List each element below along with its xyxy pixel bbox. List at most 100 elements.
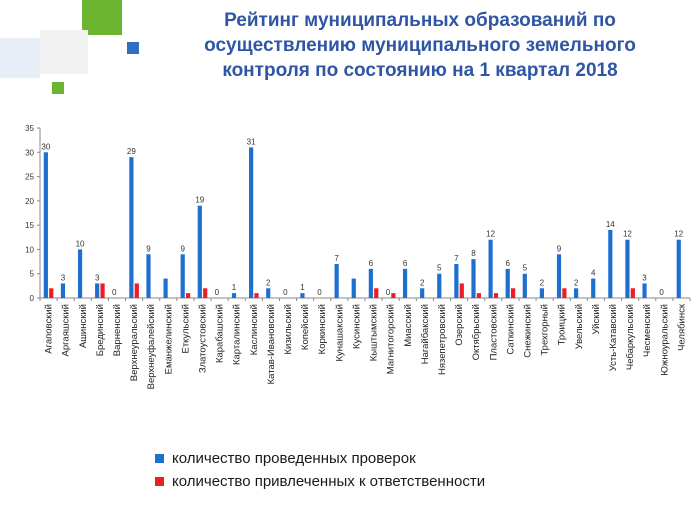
data-label-checks: 7 [334,254,339,263]
data-label-checks: 8 [471,249,476,258]
title-line-2: осуществлению муниципального земельного [204,35,636,56]
bar-checks [231,293,237,298]
bar-liable [476,293,481,298]
bar-checks [437,273,442,298]
category-label: Чебаркульский [625,304,636,370]
decor-square-green-large [82,0,122,35]
data-label-checks: 0 [386,288,391,297]
bar-checks [488,239,493,298]
bar-checks [625,239,630,298]
bar-checks [249,147,254,298]
bar-liable [493,293,499,298]
category-label: Карталинский [232,304,243,365]
y-tick-label: 15 [25,221,34,230]
data-label-checks: 0 [283,288,288,297]
legend-item-liable: количество привлеченных к ответственност… [155,470,655,492]
bar-checks [146,254,151,298]
bar-checks [266,288,271,298]
data-label-checks: 6 [369,259,374,268]
category-label: Варненский [112,304,123,356]
bar-liable [630,288,635,298]
category-label: Кыштымский [369,304,380,361]
legend-label-checks: количество проведенных проверок [172,449,416,467]
bar-checks [60,283,66,298]
legend-swatch-checks [155,453,164,463]
category-label: Еманжелинский [163,304,174,374]
data-label-checks: 3 [95,273,100,282]
title-line-1: Рейтинг муниципальных образований по [224,10,616,31]
category-label: Кунашакский [334,304,345,362]
data-label-checks: 3 [642,273,647,282]
category-label: Карабашский [215,304,226,363]
legend-swatch-liable [155,476,164,486]
category-label: Копейский [300,304,311,350]
bar-checks [197,205,202,298]
y-tick-label: 5 [30,270,35,279]
category-label: Пластовский [488,304,499,360]
y-tick-label: 0 [30,294,35,303]
data-label-checks: 2 [574,278,579,287]
bar-liable [459,283,464,298]
category-label: Златоустовский [198,304,209,373]
category-label: Октябрьский [471,304,482,360]
bar-checks [77,249,83,298]
bar-checks [43,152,48,298]
category-label: Кусинский [351,304,362,349]
legend-label-liable: количество привлеченных к ответственност… [172,472,486,490]
bar-checks [505,268,510,298]
bar-checks [454,264,459,298]
data-label-checks: 2 [540,278,545,287]
bar-checks [574,288,579,298]
bar-liable [134,283,139,298]
data-label-checks: 9 [557,244,562,253]
category-label: Миасский [403,304,414,347]
y-tick-label: 25 [25,173,34,182]
data-label-checks: 2 [266,278,271,287]
bar-checks [129,157,134,298]
bar-liable [391,293,396,298]
category-label: Трехгорный [540,304,551,356]
decor-square-grey-faded [40,30,88,74]
y-tick-label: 20 [25,197,34,206]
bar-liable [510,288,516,298]
category-label: Челябинск [676,303,687,351]
category-label: Еткульский [180,304,191,354]
category-label: Южноуральский [659,304,670,376]
data-label-checks: 12 [486,230,495,239]
data-label-checks: 9 [180,244,185,253]
data-label-checks: 6 [403,259,408,268]
bar-checks [334,264,339,298]
category-label: Брединский [95,304,106,356]
data-label-checks: 29 [127,147,136,156]
category-label: Магнитогорский [386,304,397,374]
data-label-checks: 12 [623,230,632,239]
bar-checks [522,273,527,298]
data-label-checks: 6 [505,259,510,268]
category-label: Троицкий [557,304,568,345]
data-label-checks: 0 [659,288,664,297]
data-label-checks: 9 [146,244,151,253]
data-label-checks: 14 [606,220,615,229]
legend-item-checks: количество проведенных проверок [155,447,655,469]
bar-checks [300,293,305,298]
bar-chart: 0510152025303530Агаповский3Аргаяшский10А… [25,124,691,389]
bar-checks [539,288,545,298]
bar-checks [591,278,596,298]
category-label: Саткинский [505,304,516,355]
category-label: Верхнеуральский [129,304,140,381]
data-label-checks: 7 [454,254,459,263]
data-label-checks: 19 [195,196,204,205]
category-label: Аргаяшский [61,304,72,356]
data-label-checks: 0 [317,288,322,297]
data-label-checks: 4 [591,269,596,278]
data-label-checks: 30 [41,142,50,151]
decor-square-green-small [52,82,64,94]
data-label-checks: 10 [76,239,85,248]
bar-checks [351,278,356,298]
bar-checks [402,268,408,298]
data-label-checks: 1 [232,283,237,292]
bar-checks [676,239,681,298]
data-label-checks: 5 [437,264,442,273]
category-label: Увельский [574,304,585,349]
bar-liable [254,293,259,298]
